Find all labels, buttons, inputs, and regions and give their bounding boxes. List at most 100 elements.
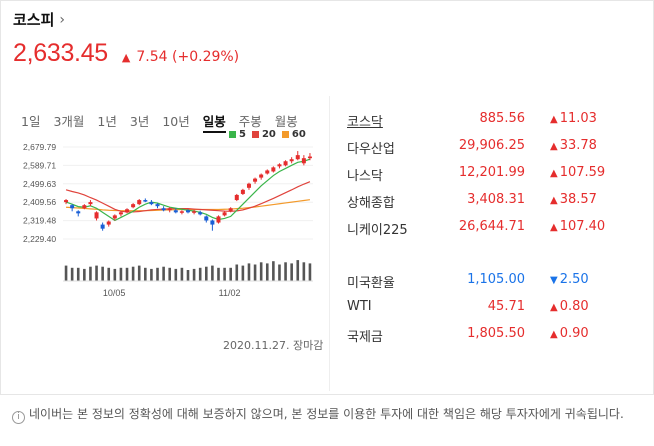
legend-swatch-ma60 bbox=[281, 131, 289, 138]
candle-body bbox=[112, 215, 117, 219]
candle-body bbox=[100, 224, 105, 229]
quote-name[interactable]: 나스닥 bbox=[347, 169, 383, 184]
quote-name[interactable]: 다우산업 bbox=[347, 142, 395, 157]
tab-3y[interactable]: 3년 bbox=[129, 114, 150, 129]
up-arrow-icon: ▲ bbox=[550, 222, 558, 233]
volume-bar bbox=[168, 267, 172, 281]
candle-body bbox=[64, 200, 69, 203]
up-arrow-icon: ▲ bbox=[550, 302, 558, 313]
tab-3m[interactable]: 3개월 bbox=[53, 114, 85, 129]
candle-body bbox=[167, 208, 172, 211]
quote-value: 45.71 bbox=[487, 299, 525, 314]
candle-body bbox=[283, 161, 288, 166]
quote-row-gold[interactable]: 국제금 1,805.50 ▲ 0.90 bbox=[347, 326, 637, 353]
y-tick-label: 2,319.48 bbox=[23, 216, 56, 226]
x-tick-label: 10/05 bbox=[103, 288, 126, 298]
volume-bar bbox=[156, 267, 159, 281]
quote-name[interactable]: WTI bbox=[347, 299, 372, 314]
y-tick-label: 2,499.63 bbox=[23, 179, 56, 189]
quote-value: 29,906.25 bbox=[458, 138, 525, 153]
quote-row-usd-krw[interactable]: 미국환율 1,105.00 ▼ 2.50 bbox=[347, 272, 637, 299]
y-tick-label: 2,679.79 bbox=[23, 142, 56, 152]
chart-timestamp: 2020.11.27. 장마감 bbox=[223, 339, 324, 352]
candle-body bbox=[94, 212, 99, 219]
volume-bar bbox=[101, 266, 104, 281]
quote-name[interactable]: 상해종합 bbox=[347, 196, 395, 211]
volume-bar bbox=[217, 267, 220, 281]
candle-body bbox=[118, 212, 123, 215]
index-title-link[interactable]: 코스피 › bbox=[13, 9, 239, 30]
quote-row-nasdaq[interactable]: 나스닥 12,201.99 ▲ 107.59 bbox=[347, 165, 637, 192]
volume-bar bbox=[113, 268, 117, 281]
quote-row-nikkei[interactable]: 니케이225 26,644.71 ▲ 107.40 bbox=[347, 219, 637, 246]
volume-bar bbox=[131, 266, 135, 281]
quote-name[interactable]: 미국환율 bbox=[347, 276, 395, 291]
disclaimer: i 네이버는 본 정보의 정확성에 대해 보증하지 않으며, 본 정보를 이용한 … bbox=[12, 406, 642, 424]
candle-body bbox=[246, 183, 251, 188]
info-icon: i bbox=[12, 411, 25, 424]
candle-body bbox=[240, 189, 245, 194]
ma-legend: 5 20 60 bbox=[229, 129, 312, 140]
price-row: 2,633.45 ▲ 7.54 (+0.29%) bbox=[13, 39, 239, 68]
tab-daily[interactable]: 일봉 bbox=[202, 111, 226, 133]
volume-bar bbox=[223, 267, 226, 281]
quote-value: 3,408.31 bbox=[467, 192, 525, 207]
divider bbox=[329, 96, 330, 391]
chevron-right-icon[interactable]: › bbox=[59, 11, 66, 28]
tab-monthly[interactable]: 월봉 bbox=[274, 114, 298, 129]
quote-name[interactable]: 국제금 bbox=[347, 330, 383, 345]
candle-body bbox=[88, 202, 93, 205]
quote-value: 12,201.99 bbox=[458, 165, 525, 180]
legend-label-ma20: 20 bbox=[261, 129, 276, 140]
quote-change: ▲ 107.59 bbox=[550, 165, 605, 180]
volume-bar bbox=[119, 267, 123, 281]
candle-body bbox=[131, 204, 136, 208]
volume-bar bbox=[247, 263, 251, 281]
ma20-line bbox=[65, 181, 311, 213]
candle-body bbox=[125, 209, 130, 213]
volume-bar bbox=[83, 268, 86, 281]
candle-body bbox=[204, 216, 209, 221]
quote-change-value: 2.50 bbox=[559, 272, 589, 287]
candle-body bbox=[143, 200, 148, 202]
volume-bar bbox=[241, 265, 245, 281]
candle-body bbox=[192, 211, 197, 213]
volume-bar bbox=[296, 260, 300, 281]
candle-body bbox=[173, 210, 178, 213]
up-arrow-icon: ▲ bbox=[550, 168, 558, 179]
quote-row-shanghai[interactable]: 상해종합 3,408.31 ▲ 38.57 bbox=[347, 192, 637, 219]
volume-bar bbox=[265, 263, 269, 281]
quote-change: ▲ 11.03 bbox=[550, 111, 597, 126]
quote-change-value: 33.78 bbox=[559, 138, 597, 153]
quote-row-kosdaq[interactable]: 코스닥 885.56 ▲ 11.03 bbox=[347, 111, 637, 138]
quote-name[interactable]: 코스닥 bbox=[347, 115, 383, 130]
y-tick-label: 2,409.56 bbox=[23, 197, 56, 207]
quote-value: 1,805.50 bbox=[467, 326, 525, 341]
quote-value: 1,105.00 bbox=[467, 272, 525, 287]
volume-bar bbox=[180, 267, 184, 281]
candle-body bbox=[307, 156, 312, 159]
candle-body bbox=[179, 211, 184, 213]
tab-1y[interactable]: 1년 bbox=[97, 114, 117, 129]
quote-row-dow[interactable]: 다우산업 29,906.25 ▲ 33.78 bbox=[347, 138, 637, 165]
index-quote-list: 코스닥 885.56 ▲ 11.03 다우산업 29,906.25 ▲ 33.78 … bbox=[347, 111, 637, 246]
quote-row-wti[interactable]: WTI 45.71 ▲ 0.80 bbox=[347, 299, 637, 326]
y-tick-label: 2,589.71 bbox=[23, 160, 56, 170]
quote-name[interactable]: 니케이225 bbox=[347, 223, 408, 238]
volume-bar bbox=[211, 265, 214, 281]
candlestick-chart: 2,679.79 2,589.71 2,499.63 2,409.56 2,319.48… bbox=[23, 142, 313, 298]
candle-body bbox=[277, 164, 282, 167]
volume-bar bbox=[174, 268, 178, 281]
volume-bar bbox=[125, 267, 129, 281]
tab-1d[interactable]: 1일 bbox=[21, 114, 41, 129]
index-title[interactable]: 코스피 bbox=[13, 11, 55, 29]
up-arrow-icon: ▲ bbox=[550, 195, 558, 206]
volume-bar bbox=[76, 267, 80, 281]
up-arrow-icon: ▲ bbox=[550, 114, 558, 125]
volume-bar bbox=[259, 262, 263, 281]
volume-bar bbox=[95, 265, 98, 281]
quote-change: ▲ 0.90 bbox=[550, 326, 589, 341]
period-tabs: 1일 3개월 1년 3년 10년 일봉 주봉 월봉 bbox=[21, 111, 311, 133]
tab-10y[interactable]: 10년 bbox=[162, 114, 190, 129]
tab-weekly[interactable]: 주봉 bbox=[238, 114, 262, 129]
